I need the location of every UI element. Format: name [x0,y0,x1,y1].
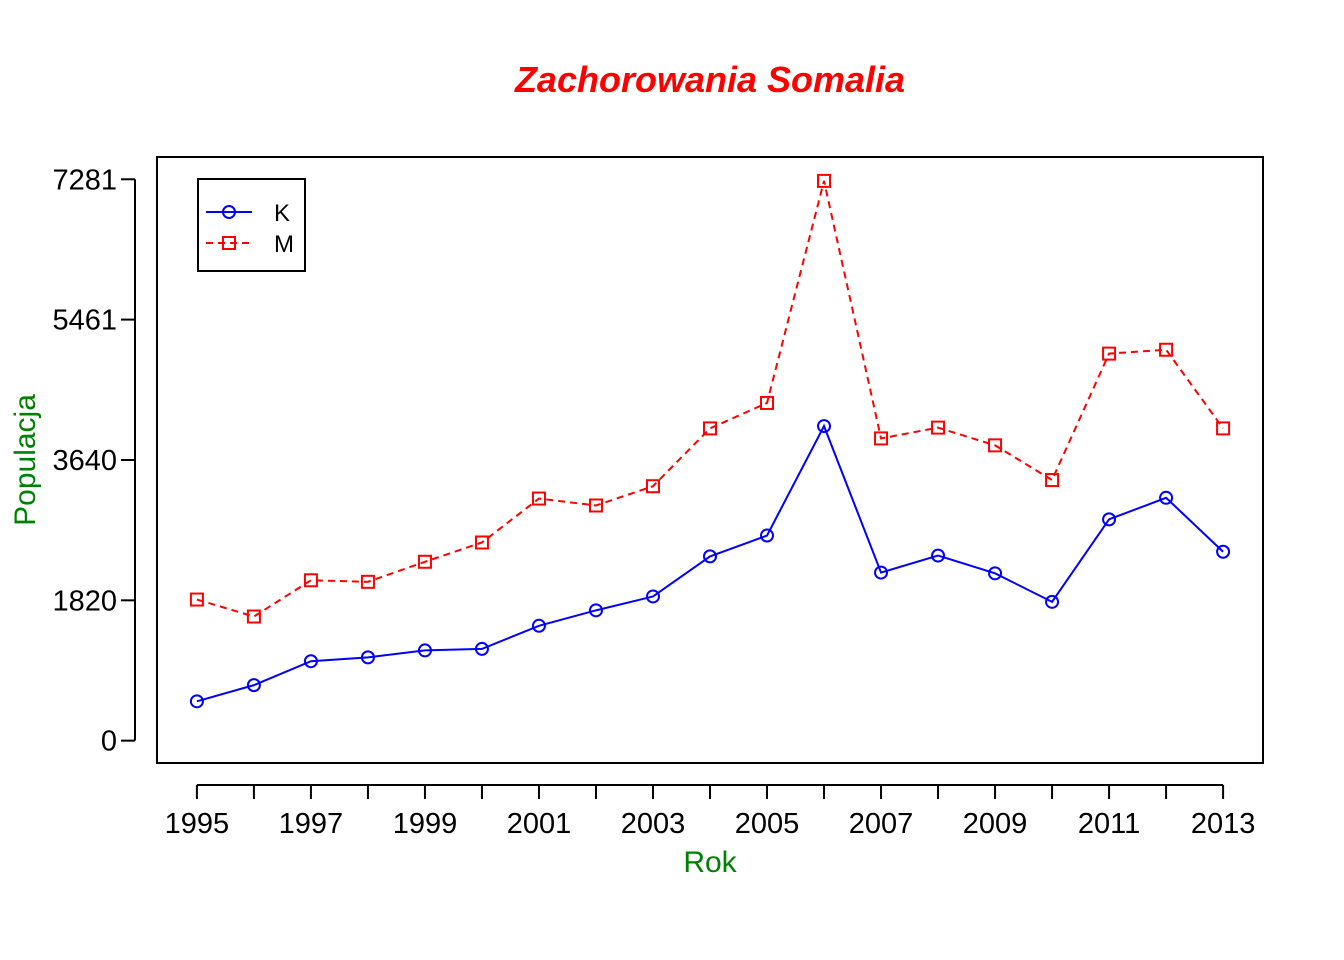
x-axis: 1995 1997 1999 2001 2003 2005 2007 2009 2011 2013 [165,784,1256,840]
y-axis-label: Populacja [9,394,42,526]
legend-marker [222,236,236,250]
data-point-M [588,498,603,513]
y-tick-label: 3640 [52,445,117,477]
data-point-M [1045,473,1060,488]
data-point-K [474,641,489,656]
x-tick-label: 2005 [735,808,800,840]
x-tick-label: 1995 [165,808,230,840]
data-point-K [988,566,1003,581]
data-point-M [817,173,832,188]
data-point-M [417,554,432,569]
x-tick-label: 2009 [963,808,1028,840]
data-point-M [1159,342,1174,357]
data-point-M [360,574,375,589]
data-point-K [189,694,204,709]
x-tick-label: 2007 [849,808,914,840]
data-point-K [1216,544,1231,559]
data-point-K [874,565,889,580]
legend-entry-K: K [206,200,290,227]
legend-marker [222,205,236,219]
data-point-K [703,549,717,564]
x-tick-label: 2001 [507,808,572,840]
x-tick-label: 2013 [1191,808,1256,840]
y-tick-label: 7281 [52,164,117,196]
x-tick-label: 1997 [279,808,344,840]
data-point-M [189,592,204,607]
chart-title: Zachorowania Somalia [514,59,905,100]
x-tick-label: 1999 [393,808,458,840]
data-point-M [1216,421,1231,436]
data-point-K [760,528,775,543]
data-point-K [588,603,603,618]
series-M [189,173,1231,624]
data-point-K [931,548,946,563]
data-point-M [645,479,660,494]
y-tick-label: 0 [101,726,117,758]
data-point-M [874,431,889,446]
y-axis: 0 1820 3640 5461 7281 [52,164,136,758]
data-point-M [760,395,775,410]
data-point-K [645,589,660,604]
legend-label: K [274,200,290,227]
x-tick-label: 2003 [621,808,686,840]
data-point-K [1045,594,1060,609]
legend-entry-M: M [206,231,294,258]
plot-area-frame [156,156,1264,764]
series-K [189,419,1231,709]
data-point-M [531,491,546,506]
series-layer [189,173,1231,709]
series-line-M [196,180,1224,618]
legend-label: M [274,231,294,258]
y-tick-label: 5461 [52,305,117,337]
x-axis-label: Rok [683,846,737,879]
data-point-M [988,438,1003,453]
data-point-K [1159,490,1174,505]
data-point-K [246,678,261,693]
data-point-K [417,643,432,658]
data-point-K [817,419,832,434]
legend-box [197,178,306,272]
data-point-M [303,573,318,588]
data-point-K [303,654,318,669]
y-tick-label: 1820 [52,585,117,617]
data-point-M [1102,346,1117,361]
data-point-K [360,650,375,665]
data-point-K [531,618,546,633]
data-point-M [703,421,717,436]
x-tick-label: 2011 [1078,808,1140,840]
data-point-M [474,535,489,550]
data-point-K [1102,512,1117,527]
data-point-M [931,420,946,435]
series-line-K [196,423,1224,703]
data-point-M [246,609,261,624]
legend: KM [197,178,306,272]
